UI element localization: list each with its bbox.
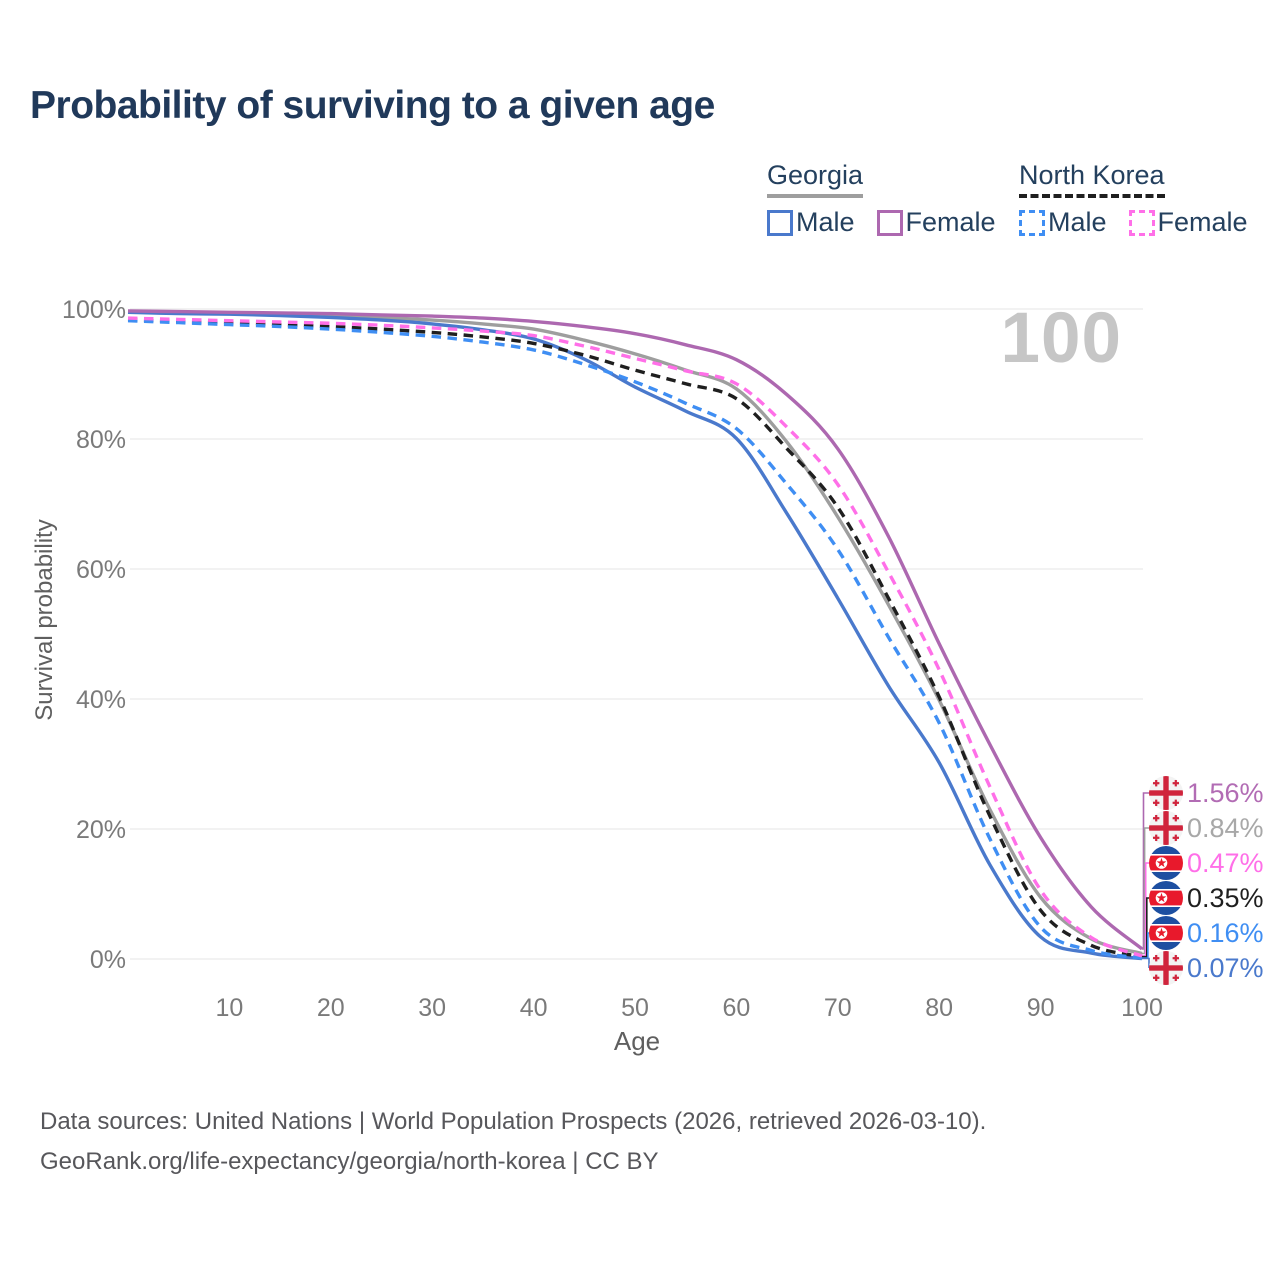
end-label-connectors <box>1142 792 1150 968</box>
end-value-label: 1.56% <box>1187 778 1264 808</box>
x-tick-label: 90 <box>1027 994 1055 1022</box>
curve-north-korea-female[interactable] <box>127 316 1143 958</box>
legend-group-label: North Korea <box>1019 160 1165 190</box>
axis-tick-labels: 0% 20% 40% 60% 80% 100% 10 20 30 40 50 60 70 80 90 100 <box>62 296 1163 1022</box>
data-series-curves <box>127 309 1144 961</box>
end-value-label: 0.16% <box>1187 918 1264 948</box>
y-axis-title: Survival probability <box>31 519 58 721</box>
legend-group-north-korea: North Korea Male Female <box>1019 160 1248 238</box>
legend-item-georgia-female[interactable]: Female <box>876 207 996 238</box>
legend-swatch-georgia-female <box>876 209 903 236</box>
legend-group-georgia: Georgia Male Female <box>767 160 996 238</box>
end-value-label: 0.07% <box>1187 953 1264 983</box>
gridlines <box>130 308 1143 960</box>
georgia-flag-icon <box>1149 811 1183 845</box>
legend-item-georgia-male[interactable]: Male <box>767 207 855 238</box>
x-tick-label: 60 <box>722 994 750 1022</box>
north-korea-flag-icon <box>1149 846 1183 880</box>
georgia-flag-icon <box>1149 951 1183 985</box>
hovered-age-watermark: 100 <box>1000 299 1122 378</box>
x-tick-label: 30 <box>418 994 446 1022</box>
end-label-connector <box>1142 957 1150 968</box>
end-value-label: 0.47% <box>1187 848 1264 878</box>
curve-north-korea-male[interactable] <box>127 319 1143 960</box>
chart-title: Probability of surviving to a given age <box>30 84 715 127</box>
legend-item-label: Female <box>905 207 996 237</box>
legend-swatch-north-korea-male <box>1019 209 1045 236</box>
end-label-connector <box>1142 827 1149 955</box>
x-axis-title: Age <box>613 1026 661 1056</box>
y-tick-label: 80% <box>76 426 126 454</box>
y-tick-label: 0% <box>90 946 126 974</box>
x-tick-label: 10 <box>215 994 243 1022</box>
legend-group-title-georgia[interactable]: Georgia <box>767 160 864 198</box>
legend-item-north-korea-female[interactable]: Female <box>1128 207 1248 238</box>
legend-swatch-north-korea-female <box>1128 209 1155 236</box>
y-tick-label: 20% <box>76 816 126 844</box>
curve-north-korea[interactable] <box>127 317 1143 959</box>
x-tick-label: 70 <box>824 994 852 1022</box>
north-korea-flag-icon <box>1149 881 1183 915</box>
end-value-label: 0.35% <box>1187 883 1264 913</box>
legend-group-label: Georgia <box>767 160 864 190</box>
curve-georgia-male[interactable] <box>127 310 1143 961</box>
y-tick-label: 60% <box>76 556 126 584</box>
x-tick-label: 20 <box>317 994 345 1022</box>
curve-georgia-female[interactable] <box>127 309 1144 951</box>
legend-item-label: Female <box>1157 207 1248 237</box>
attribution-text: GeoRank.org/life-expectancy/georgia/nort… <box>40 1148 659 1175</box>
legend-group-title-north-korea[interactable]: North Korea <box>1019 160 1165 198</box>
legend-swatch-georgia-male <box>767 209 793 236</box>
x-tick-label: 80 <box>925 994 953 1022</box>
y-tick-label: 40% <box>76 686 126 714</box>
end-label-flags <box>1149 776 1183 985</box>
legend-item-label: Male <box>796 207 855 237</box>
end-label-connector <box>1142 897 1149 958</box>
legend-item-label: Male <box>1048 207 1107 237</box>
georgia-flag-icon <box>1149 776 1183 810</box>
x-tick-label: 100 <box>1121 994 1163 1022</box>
x-tick-label: 50 <box>621 994 649 1022</box>
end-value-label: 0.84% <box>1187 813 1264 843</box>
end-label-connector <box>1142 792 1149 950</box>
curve-georgia[interactable] <box>127 309 1143 956</box>
data-sources-text: Data sources: United Nations | World Pop… <box>40 1108 987 1135</box>
x-tick-label: 40 <box>520 994 548 1022</box>
north-korea-flag-icon <box>1149 916 1183 950</box>
legend-item-north-korea-male[interactable]: Male <box>1019 207 1107 238</box>
y-tick-label: 100% <box>62 296 126 324</box>
